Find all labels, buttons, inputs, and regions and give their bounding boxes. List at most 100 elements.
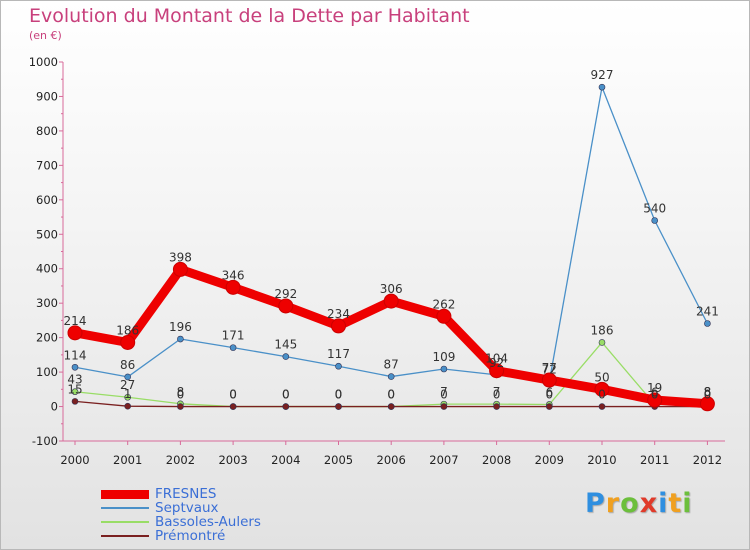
logo-letter: t (668, 488, 683, 519)
data-label-1: 109 (432, 350, 455, 364)
data-label-2: 0 (282, 388, 290, 402)
series-point-0 (172, 261, 188, 277)
x-tick-label: 2007 (429, 453, 458, 467)
series-point-3 (440, 403, 448, 410)
y-tick-label: -100 (32, 434, 58, 448)
data-label-2: 6 (545, 385, 553, 399)
logo-letter: x (639, 488, 659, 519)
series-point-0 (383, 293, 399, 309)
data-label-2: 7 (493, 385, 501, 399)
y-tick-label: 200 (36, 331, 58, 345)
series-line-1 (74, 86, 709, 383)
data-label-3: 0 (651, 388, 659, 402)
data-label-2: 6 (651, 385, 659, 399)
data-label-0: 346 (222, 268, 245, 282)
data-label-0: 50 (594, 370, 609, 384)
proxiti-logo: Proxiti (585, 488, 693, 519)
x-tick-label: 2004 (271, 453, 300, 467)
legend-swatch (101, 535, 149, 537)
series-point-0 (67, 325, 83, 341)
data-label-1: 72 (542, 363, 557, 377)
y-tick-label: 900 (36, 89, 58, 103)
series-point-3 (598, 403, 606, 410)
data-label-2: 43 (67, 373, 82, 387)
legend-swatch (101, 521, 149, 523)
x-tick-label: 2009 (535, 453, 564, 467)
y-tick-label: 600 (36, 193, 58, 207)
series-point-1 (124, 373, 131, 381)
data-label-3: 1 (124, 387, 132, 401)
series-point-2 (71, 388, 79, 396)
chart-legend: FRESNES Septvaux Bassoles-Aulers Prémontré (101, 487, 261, 543)
legend-label: FRESNES (155, 486, 217, 502)
data-label-0: 214 (64, 314, 87, 328)
data-label-0: 262 (432, 297, 455, 311)
legend-label: Prémontré (155, 528, 226, 544)
data-label-1: 171 (222, 329, 245, 343)
series-point-3 (71, 398, 79, 405)
data-label-0: 398 (169, 250, 192, 264)
data-label-2: 0 (387, 388, 395, 402)
data-label-2: 0 (229, 388, 237, 402)
data-label-3: 0 (704, 388, 712, 402)
y-tick-label: 300 (36, 296, 58, 310)
series-point-0 (331, 318, 346, 334)
data-label-0: 77 (542, 361, 557, 375)
legend-item: FRESNES (101, 487, 261, 501)
data-label-3: 0 (598, 388, 606, 402)
data-label-1: 196 (169, 320, 192, 334)
series-point-0 (436, 308, 452, 324)
series-point-0 (699, 396, 715, 412)
x-tick-label: 2000 (60, 453, 89, 467)
series-point-3 (124, 402, 131, 410)
series-point-2 (124, 393, 131, 401)
data-label-1: 87 (384, 358, 399, 372)
x-tick-label: 2010 (587, 453, 616, 467)
legend-item: Bassoles-Aulers (101, 515, 261, 529)
data-label-1: 114 (64, 348, 87, 362)
data-label-0: 186 (116, 323, 139, 337)
x-tick-label: 2006 (377, 453, 406, 467)
series-point-3 (387, 403, 395, 410)
data-label-3: 0 (440, 388, 448, 402)
series-point-3 (177, 403, 184, 410)
series-point-0 (278, 298, 294, 314)
legend-item: Septvaux (101, 501, 261, 515)
data-label-0: 19 (647, 381, 662, 395)
data-label-3: 0 (335, 388, 343, 402)
series-point-1 (704, 320, 711, 327)
series-point-0 (489, 363, 505, 379)
data-label-3: 0 (493, 388, 501, 402)
data-label-3: 0 (229, 388, 237, 402)
x-tick-label: 2001 (113, 453, 142, 467)
x-tick-label: 2012 (693, 453, 722, 467)
y-tick-label: 100 (36, 365, 58, 379)
series-point-0 (120, 334, 136, 350)
data-label-0: 306 (380, 282, 403, 296)
y-tick-label: 400 (36, 262, 58, 276)
legend-swatch (101, 507, 149, 509)
data-label-2: 7 (440, 385, 448, 399)
data-label-2: 8 (704, 385, 712, 399)
series-point-1 (335, 362, 342, 370)
chart-title: Evolution du Montant de la Dette par Hab… (29, 5, 470, 27)
series-point-1 (387, 373, 395, 380)
data-label-3: 0 (177, 388, 185, 402)
series-point-0 (594, 381, 610, 397)
data-label-2: 186 (591, 323, 614, 337)
logo-letter: i (682, 488, 693, 519)
data-label-1: 145 (274, 338, 297, 352)
series-point-0 (647, 392, 663, 408)
data-label-1: 86 (120, 358, 135, 372)
data-label-0: 8 (704, 385, 712, 399)
data-label-1: 117 (327, 347, 350, 361)
series-point-1 (440, 365, 448, 373)
data-label-3: 0 (545, 388, 553, 402)
series-point-3 (493, 403, 500, 410)
legend-swatch (101, 489, 149, 499)
data-label-2: 27 (120, 378, 135, 392)
chart-subtitle: (en €) (29, 29, 62, 42)
legend-label: Septvaux (155, 500, 219, 516)
data-label-0: 292 (274, 287, 297, 301)
